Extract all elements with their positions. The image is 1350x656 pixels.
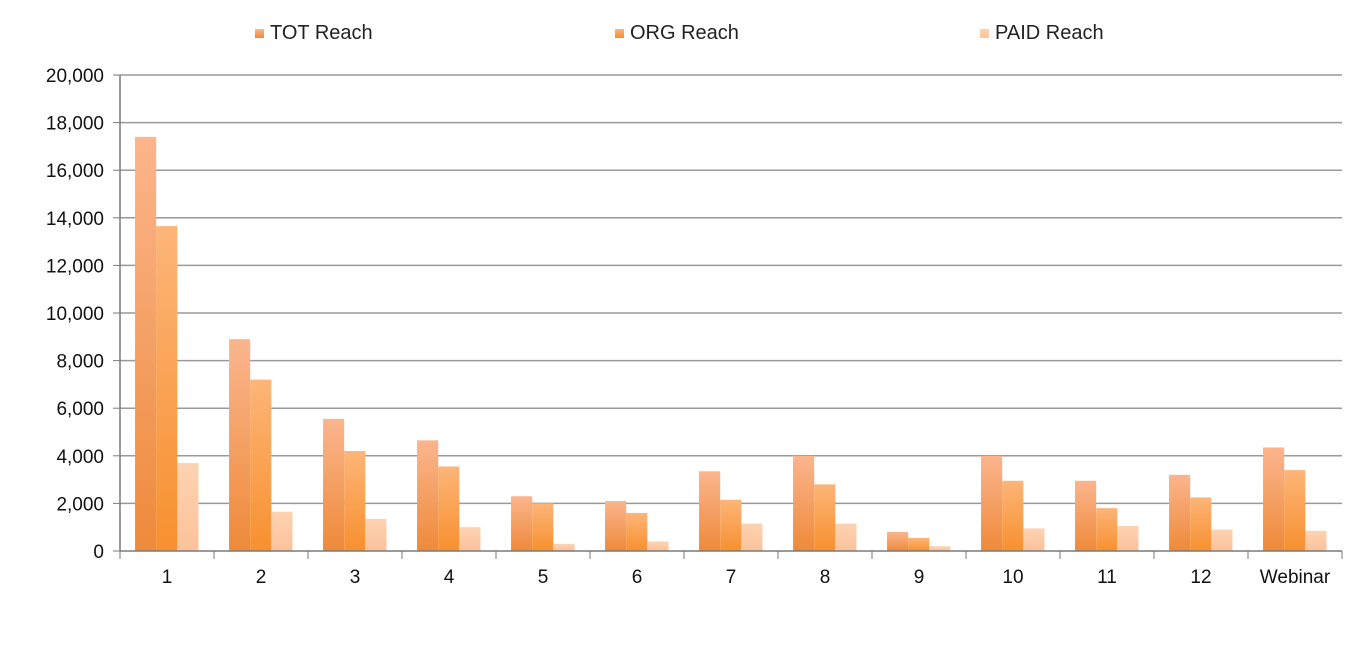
- bar-org-reach-11: [1096, 508, 1118, 551]
- legend-label-org: ORG Reach: [630, 21, 739, 44]
- y-tick-label: 4,000: [56, 447, 104, 468]
- bar-tot-reach-8: [793, 455, 815, 551]
- bars: [135, 136, 1327, 551]
- legend-swatch-tot: [255, 28, 264, 38]
- x-tick-label: 5: [538, 567, 549, 588]
- bar-tot-reach-5: [511, 496, 533, 551]
- bar-tot-reach-7: [699, 471, 721, 551]
- bar-paid-reach-5: [553, 543, 575, 551]
- y-tick-label: 14,000: [46, 209, 104, 230]
- bar-paid-reach-3: [365, 518, 387, 551]
- x-tick-label: 1: [162, 567, 173, 588]
- bar-tot-reach-webinar: [1263, 447, 1285, 551]
- bar-tot-reach-4: [417, 440, 439, 551]
- bar-org-reach-3: [344, 451, 366, 551]
- bar-paid-reach-11: [1117, 526, 1139, 551]
- y-tick-label: 12,000: [46, 256, 104, 277]
- bar-tot-reach-1: [135, 136, 157, 551]
- y-tick-label: 0: [93, 542, 104, 563]
- y-tick-label: 8,000: [56, 352, 104, 373]
- legend-item-org: ORG Reach: [615, 22, 739, 44]
- y-tick-label: 6,000: [56, 399, 104, 420]
- x-tick-label: 6: [632, 567, 643, 588]
- bar-org-reach-10: [1002, 480, 1024, 551]
- bar-org-reach-8: [814, 484, 836, 551]
- axes: 0 2,000 4,000 6,000 8,000 10,000 12,000 14,000 1…: [46, 66, 1343, 588]
- bar-paid-reach-7: [741, 523, 763, 551]
- bar-paid-reach-1: [177, 462, 199, 551]
- bar-tot-reach-11: [1075, 480, 1097, 551]
- bar-org-reach-4: [438, 466, 460, 551]
- bar-tot-reach-6: [605, 501, 627, 551]
- x-tick-label: Webinar: [1260, 567, 1331, 588]
- bar-paid-reach-8: [835, 523, 857, 551]
- x-tick-label: 3: [350, 567, 361, 588]
- bar-org-reach-7: [720, 499, 742, 551]
- bar-tot-reach-2: [229, 339, 251, 551]
- bar-tot-reach-3: [323, 418, 345, 551]
- bar-org-reach-2: [250, 379, 272, 551]
- x-tick-label: 12: [1190, 567, 1211, 588]
- legend-label-paid: PAID Reach: [995, 21, 1104, 44]
- y-tick-label: 10,000: [46, 304, 104, 325]
- bar-paid-reach-12: [1211, 529, 1233, 551]
- bar-tot-reach-12: [1169, 474, 1191, 551]
- y-tick-label: 20,000: [46, 66, 104, 87]
- bar-tot-reach-10: [981, 455, 1003, 551]
- x-tick-label: 8: [820, 567, 831, 588]
- y-tick-label: 18,000: [46, 114, 104, 135]
- bar-paid-reach-6: [647, 541, 669, 551]
- bar-org-reach-1: [156, 226, 178, 551]
- bar-org-reach-9: [908, 537, 930, 551]
- x-tick-label: 11: [1097, 567, 1117, 588]
- bar-org-reach-6: [626, 512, 648, 551]
- bar-paid-reach-2: [271, 511, 293, 551]
- x-tick-label: 7: [726, 567, 737, 588]
- legend-swatch-org: [615, 28, 624, 38]
- gridlines: [120, 74, 1342, 505]
- bar-org-reach-5: [532, 503, 554, 551]
- x-tick-label: 10: [1002, 567, 1023, 588]
- bar-paid-reach-10: [1023, 528, 1045, 551]
- x-tick-label: 4: [444, 567, 455, 588]
- bar-paid-reach-webinar: [1305, 530, 1327, 551]
- bar-paid-reach-4: [459, 527, 481, 551]
- bar-org-reach-12: [1190, 497, 1212, 551]
- y-tick-label: 16,000: [46, 161, 104, 182]
- bar-tot-reach-9: [887, 531, 909, 551]
- legend-item-paid: PAID Reach: [980, 22, 1104, 44]
- legend-swatch-paid: [980, 28, 989, 38]
- legend-label-tot: TOT Reach: [270, 21, 373, 44]
- bar-paid-reach-9: [929, 546, 951, 551]
- y-tick-label: 2,000: [56, 494, 104, 515]
- legend-item-tot: TOT Reach: [255, 22, 373, 44]
- x-tick-label: 9: [914, 567, 925, 588]
- bar-org-reach-webinar: [1284, 470, 1306, 551]
- x-tick-label: 2: [256, 567, 267, 588]
